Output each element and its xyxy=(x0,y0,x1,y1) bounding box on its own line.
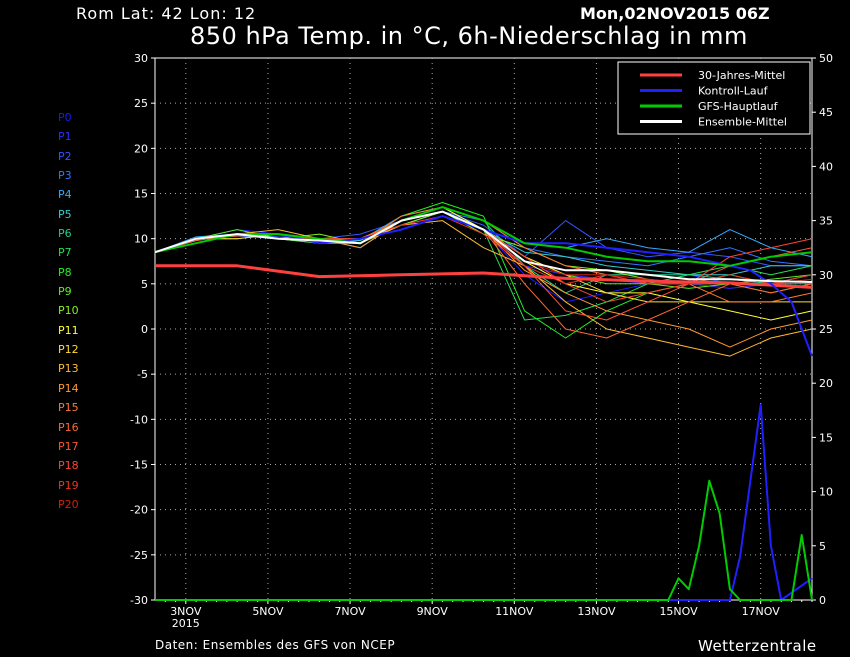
member-label: P19 xyxy=(58,478,79,492)
member-label: P11 xyxy=(58,323,79,337)
plot-frame xyxy=(154,57,813,601)
x-tick-label: 9NOV xyxy=(417,605,449,618)
y2-tick-label: 30 xyxy=(819,269,833,282)
location-label: Rom Lat: 42 Lon: 12 xyxy=(76,4,257,23)
y-tick-label: 0 xyxy=(141,323,148,336)
ensemble-member-legend: P0 P1 P2 P3 P4 P5 P6 P7 P8 P9 P10 P11 P12 P13 P14 P15 P1… xyxy=(58,108,79,514)
y2-tick-label: 50 xyxy=(819,52,833,65)
x-tick-label: 13NOV xyxy=(577,605,616,618)
y2-tick-label: 20 xyxy=(819,377,833,390)
y2-tick-label: 25 xyxy=(819,323,833,336)
legend-label: Ensemble-Mittel xyxy=(698,116,787,129)
series-line xyxy=(155,264,813,289)
member-line xyxy=(154,211,813,321)
y-tick-label: 10 xyxy=(134,233,148,246)
member-label: P20 xyxy=(58,497,79,511)
member-label: P5 xyxy=(58,207,72,221)
member-label: P10 xyxy=(58,304,79,318)
y-tick-label: -30 xyxy=(130,594,148,607)
member-label: P12 xyxy=(58,343,79,357)
data-source-note: Daten: Ensembles des GFS von NCEP xyxy=(155,638,396,652)
series-line xyxy=(154,210,813,283)
y-tick-label: -10 xyxy=(130,413,148,426)
member-line xyxy=(154,211,813,321)
x-tick-label: 3NOV xyxy=(170,605,202,618)
chart-title: 850 hPa Temp. in °C, 6h-Niederschlag in … xyxy=(190,22,748,50)
series-line xyxy=(155,403,813,601)
member-label: P0 xyxy=(58,111,72,124)
y-tick-label: -20 xyxy=(130,504,148,517)
x-tick-label: 15NOV xyxy=(659,605,698,618)
y-tick-label: -15 xyxy=(130,459,148,472)
y-tick-label: 5 xyxy=(141,278,148,291)
legend-label: GFS-Hauptlauf xyxy=(698,100,779,113)
y-tick-label: -25 xyxy=(130,549,148,562)
member-label: P18 xyxy=(58,459,79,473)
member-line xyxy=(154,202,813,339)
x-tick-sublabel: 2015 xyxy=(172,617,200,630)
member-label: P16 xyxy=(58,420,79,434)
y-tick-label: 25 xyxy=(134,97,148,110)
legend-label: 30-Jahres-Mittel xyxy=(698,69,785,82)
member-label: P8 xyxy=(58,265,72,279)
series-line xyxy=(154,206,813,267)
y2-tick-label: 40 xyxy=(819,160,833,173)
y-tick-label: 30 xyxy=(134,52,148,65)
member-label: P17 xyxy=(58,439,79,453)
y2-tick-label: 5 xyxy=(819,540,826,553)
member-line xyxy=(154,220,813,357)
member-label: P14 xyxy=(58,381,79,395)
member-label: P6 xyxy=(58,227,72,241)
run-datetime: Mon,02NOV2015 06Z xyxy=(580,4,770,23)
member-label: P2 xyxy=(58,149,72,163)
member-line xyxy=(154,211,813,289)
member-label: P13 xyxy=(58,362,79,376)
member-label: P7 xyxy=(58,246,72,260)
y2-tick-label: 0 xyxy=(819,594,826,607)
y2-tick-label: 10 xyxy=(819,486,833,499)
member-label: P9 xyxy=(58,285,72,299)
legend-label: Kontroll-Lauf xyxy=(698,85,769,98)
series-line xyxy=(155,479,813,601)
x-tick-label: 11NOV xyxy=(495,605,534,618)
y-tick-label: 15 xyxy=(134,188,148,201)
y-tick-label: 20 xyxy=(134,142,148,155)
y-tick-label: -5 xyxy=(137,368,148,381)
brand-label: Wetterzentrale xyxy=(698,637,817,655)
y2-tick-label: 15 xyxy=(819,431,833,444)
member-label: P1 xyxy=(58,130,72,144)
y2-tick-label: 35 xyxy=(819,215,833,228)
x-tick-label: 7NOV xyxy=(334,605,366,618)
y2-tick-label: 45 xyxy=(819,106,833,119)
member-label: P3 xyxy=(58,169,72,183)
x-tick-label: 5NOV xyxy=(252,605,284,618)
member-label: P4 xyxy=(58,188,72,202)
x-tick-label: 17NOV xyxy=(742,605,781,618)
member-label: P15 xyxy=(58,401,79,415)
